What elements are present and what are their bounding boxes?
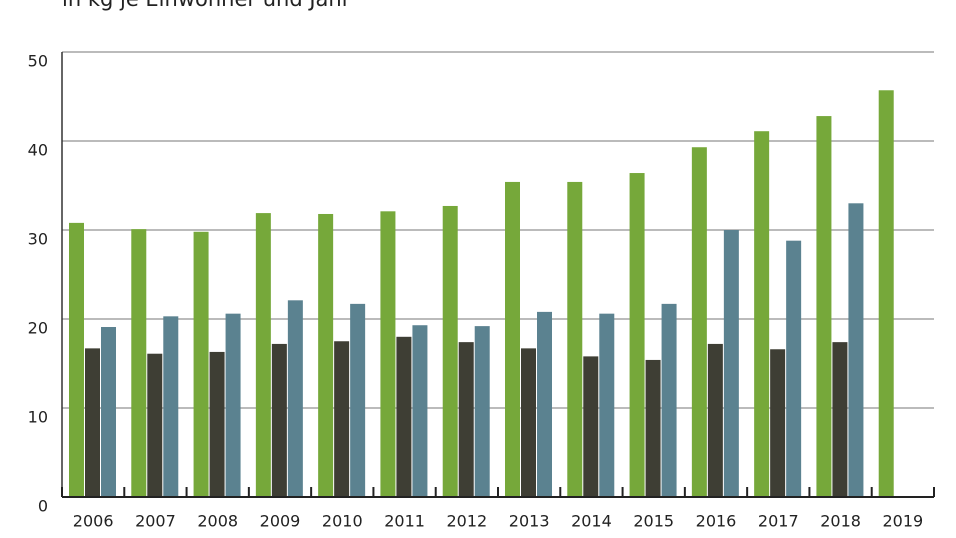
bar — [442, 205, 458, 497]
x-tick-label: 2019 — [882, 512, 923, 531]
bar — [878, 90, 894, 498]
x-tick-label: 2007 — [135, 512, 176, 531]
bar — [101, 327, 116, 497]
bar — [661, 303, 677, 497]
bar — [848, 203, 864, 498]
bar — [786, 240, 802, 497]
y-tick-label: 40 — [28, 141, 48, 160]
bar — [474, 326, 490, 497]
bar — [723, 230, 739, 497]
bar — [287, 300, 303, 497]
x-tick-label: 2017 — [758, 512, 799, 531]
x-tick-label: 2008 — [197, 512, 238, 531]
bar — [380, 211, 396, 497]
x-tick-label: 2010 — [322, 512, 363, 531]
y-tick-label: 10 — [28, 408, 48, 427]
x-tick-label: 2009 — [260, 512, 301, 531]
bar — [645, 359, 661, 497]
bar — [629, 173, 645, 498]
bar — [691, 147, 707, 498]
x-tick-label: 2014 — [571, 512, 612, 531]
x-tick-label: 2006 — [73, 512, 114, 531]
y-tick-label: 0 — [38, 497, 48, 516]
x-tick-label: 2015 — [633, 512, 674, 531]
bar — [318, 213, 334, 498]
y-tick-label: 30 — [28, 230, 48, 249]
bar — [537, 311, 552, 497]
x-tick-label: 2013 — [509, 512, 550, 531]
bar — [521, 348, 536, 497]
bar — [458, 342, 474, 497]
bar — [131, 229, 147, 498]
x-tick-label: 2018 — [820, 512, 861, 531]
bar — [271, 343, 287, 497]
bar — [412, 325, 428, 497]
bar — [334, 341, 350, 497]
bar — [583, 356, 599, 497]
bar — [770, 349, 786, 497]
bar — [832, 342, 848, 497]
y-tick-label: 50 — [28, 52, 48, 71]
x-tick-label: 2012 — [446, 512, 487, 531]
bar — [225, 313, 241, 497]
x-tick-label: 2016 — [696, 512, 737, 531]
bar — [69, 222, 84, 497]
x-tick-label: 2011 — [384, 512, 425, 531]
chart-subtitle: in kg je Einwohner und Jahr — [62, 0, 351, 11]
bar — [163, 316, 179, 497]
bar — [85, 348, 100, 497]
bar — [707, 343, 723, 497]
bar — [209, 351, 225, 497]
bar — [754, 131, 770, 497]
bar — [599, 313, 615, 497]
bar — [567, 181, 583, 497]
bar — [396, 336, 412, 497]
y-tick-label: 20 — [28, 319, 48, 338]
bar — [193, 231, 209, 497]
bar — [505, 181, 520, 497]
bar — [255, 213, 271, 497]
bar — [147, 353, 163, 497]
bar — [350, 303, 366, 497]
bar — [816, 116, 832, 497]
